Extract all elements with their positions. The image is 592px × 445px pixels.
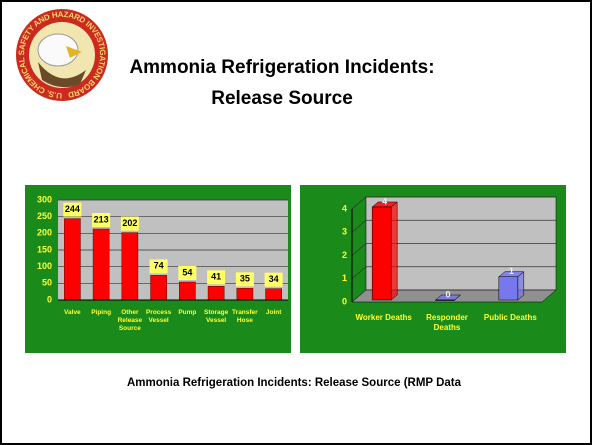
x-tick-label: Pump (178, 309, 196, 316)
y-tick-label: 100 (37, 261, 52, 271)
x-tick-label: Process Vessel (146, 309, 172, 324)
y-tick-label: 150 (37, 244, 52, 254)
grid-line (351, 196, 556, 210)
x-tick-label: Worker Deaths (356, 313, 413, 322)
x-tick-label: Public Deaths (484, 313, 537, 322)
value-label-box (264, 272, 283, 287)
x-tick-label: Responder Deaths (426, 313, 468, 332)
bar (121, 232, 139, 301)
bar (265, 288, 282, 301)
value-label-box (92, 213, 111, 227)
eagle-head (37, 33, 79, 67)
x-tick-label: Transfer Hose (232, 309, 258, 324)
y-tick-label: 1 (342, 273, 347, 283)
y-tick-label: 4 (342, 203, 347, 213)
grid-line (351, 243, 556, 256)
bar (371, 206, 392, 301)
y-tick-label: 3 (342, 227, 347, 237)
slide-title: Release Source (211, 88, 353, 109)
x-tick-label: Storage Vessel (204, 309, 229, 324)
x-tick-label: Other Release Source (118, 309, 143, 332)
bar (92, 228, 110, 301)
grid-line (351, 266, 556, 280)
value-label-box (120, 216, 139, 231)
bar (64, 218, 81, 301)
y-tick-label: 50 (42, 278, 52, 288)
value-label: 4 (382, 196, 387, 206)
bar (207, 286, 225, 301)
logo: U.S. CHEMICAL SAFETY AND HAZARD INVESTIG… (16, 9, 108, 101)
value-label: 1 (509, 266, 514, 276)
grid-line (351, 219, 556, 233)
y-tick-label: 0 (47, 294, 52, 304)
bar (236, 288, 254, 301)
y-tick-label: 200 (37, 228, 52, 238)
x-tick-label: Joint (266, 309, 282, 316)
value-label-box (235, 272, 254, 287)
slide-title: Ammonia Refrigeration Incidents: (129, 57, 434, 78)
bar (498, 276, 519, 301)
value-label-box (149, 259, 168, 274)
y-tick-label: 2 (342, 250, 347, 260)
bar (179, 281, 196, 301)
value-label: 35 (240, 274, 250, 284)
eagle-body (38, 62, 86, 88)
value-label: 0 (445, 289, 450, 299)
value-label: 244 (65, 204, 80, 214)
bar (435, 299, 455, 301)
x-tick-label: Valve (64, 309, 81, 316)
value-label: 54 (182, 267, 192, 277)
y-tick-label: 250 (37, 211, 52, 221)
value-label: 34 (269, 274, 279, 284)
bar-side (390, 201, 398, 301)
value-label-box (63, 202, 82, 217)
bar (150, 275, 167, 301)
y-tick-label: 300 (37, 194, 52, 204)
value-label: 202 (122, 218, 137, 228)
value-label-box (207, 270, 226, 285)
value-label-box (178, 266, 197, 280)
caption: Ammonia Refrigeration Incidents: Release… (127, 377, 462, 389)
value-label: 41 (211, 272, 221, 282)
value-label: 213 (94, 214, 109, 224)
x-tick-label: Piping (91, 309, 111, 316)
grid-line (351, 289, 556, 303)
value-label: 74 (154, 261, 164, 271)
y-tick-label: 0 (342, 296, 347, 306)
eagle-beak (66, 46, 82, 58)
